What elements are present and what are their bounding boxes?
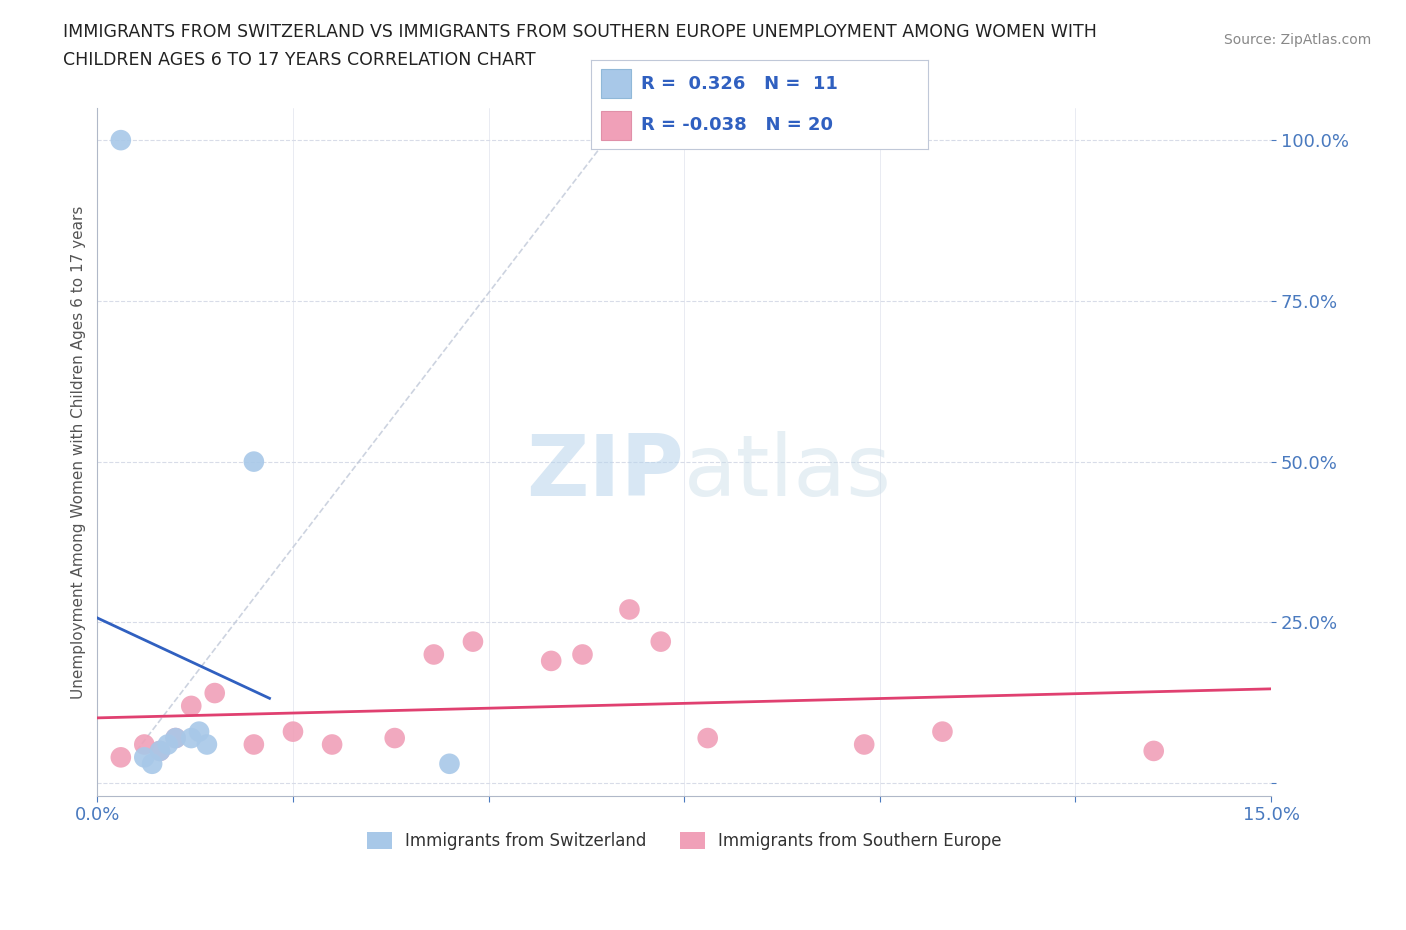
Point bbox=[141, 756, 163, 771]
Point bbox=[188, 724, 211, 739]
Point bbox=[165, 731, 187, 746]
Text: ZIP: ZIP bbox=[526, 432, 685, 514]
Text: R =  0.326   N =  11: R = 0.326 N = 11 bbox=[641, 75, 838, 93]
Text: IMMIGRANTS FROM SWITZERLAND VS IMMIGRANTS FROM SOUTHERN EUROPE UNEMPLOYMENT AMON: IMMIGRANTS FROM SWITZERLAND VS IMMIGRANT… bbox=[63, 23, 1097, 41]
Point bbox=[165, 731, 187, 746]
Point bbox=[439, 756, 461, 771]
Text: R = -0.038   N = 20: R = -0.038 N = 20 bbox=[641, 116, 834, 134]
Point bbox=[423, 647, 446, 662]
Point bbox=[110, 750, 132, 764]
Text: Source: ZipAtlas.com: Source: ZipAtlas.com bbox=[1223, 33, 1371, 46]
FancyBboxPatch shape bbox=[600, 70, 631, 99]
Point bbox=[931, 724, 953, 739]
Point bbox=[281, 724, 304, 739]
Point bbox=[243, 454, 266, 469]
Point bbox=[619, 602, 641, 617]
Point bbox=[243, 737, 266, 752]
Point bbox=[134, 737, 156, 752]
Point bbox=[650, 634, 672, 649]
Point bbox=[156, 737, 179, 752]
Point bbox=[134, 750, 156, 764]
Legend: Immigrants from Switzerland, Immigrants from Southern Europe: Immigrants from Switzerland, Immigrants … bbox=[360, 825, 1008, 857]
Point bbox=[696, 731, 718, 746]
Point bbox=[384, 731, 406, 746]
Point bbox=[110, 133, 132, 148]
Point bbox=[1143, 743, 1166, 758]
Point bbox=[204, 685, 226, 700]
Point bbox=[571, 647, 593, 662]
Point bbox=[195, 737, 218, 752]
Y-axis label: Unemployment Among Women with Children Ages 6 to 17 years: Unemployment Among Women with Children A… bbox=[72, 206, 86, 698]
Point bbox=[149, 743, 172, 758]
Point bbox=[149, 743, 172, 758]
Point bbox=[321, 737, 343, 752]
Text: atlas: atlas bbox=[685, 432, 893, 514]
Point bbox=[853, 737, 876, 752]
Text: CHILDREN AGES 6 TO 17 YEARS CORRELATION CHART: CHILDREN AGES 6 TO 17 YEARS CORRELATION … bbox=[63, 51, 536, 69]
FancyBboxPatch shape bbox=[600, 111, 631, 140]
Point bbox=[180, 731, 202, 746]
Point bbox=[540, 654, 562, 669]
Point bbox=[461, 634, 484, 649]
Point bbox=[180, 698, 202, 713]
